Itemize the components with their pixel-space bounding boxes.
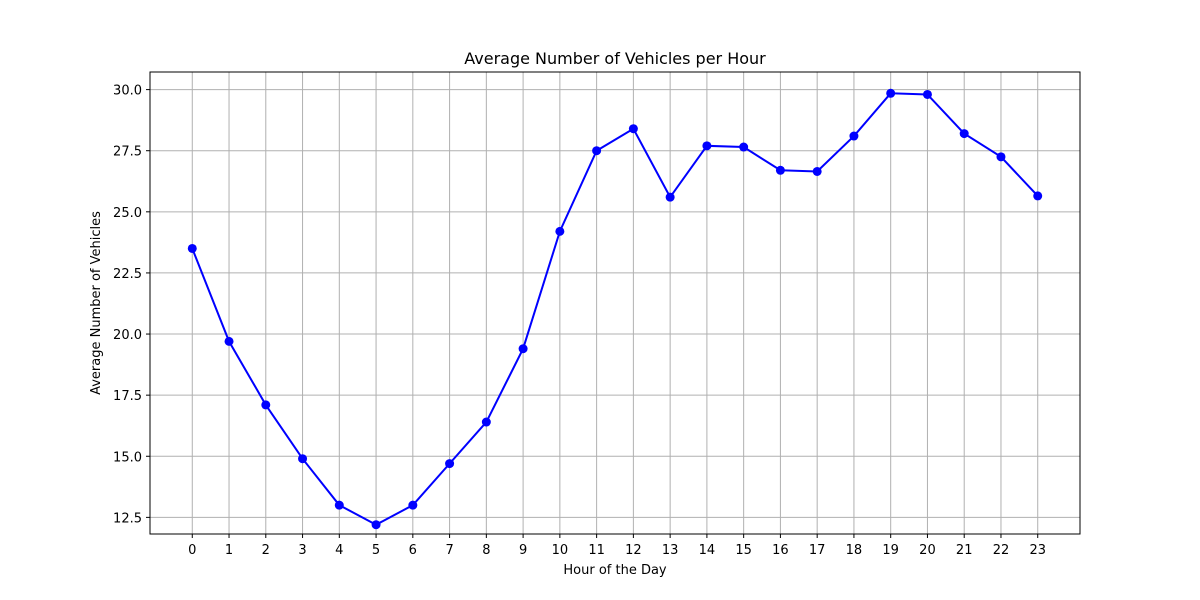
series-layer [187,88,1043,530]
data-point [334,500,344,510]
data-point [1033,191,1043,201]
x-tick-label: 4 [335,543,343,558]
data-point [922,89,932,99]
data-point [775,165,785,175]
data-point [298,454,308,464]
x-tick-label: 14 [699,543,716,558]
plot-frame [149,71,1081,535]
x-tick-label: 9 [519,543,527,558]
x-tick-label: 23 [1029,543,1046,558]
data-point [224,336,234,346]
data-point [592,146,602,156]
y-tick-label: 17.5 [113,389,142,404]
data-point [261,400,271,410]
data-point [187,243,197,253]
data-point [665,192,675,202]
data-point [445,459,455,469]
x-tick-label: 10 [552,543,569,558]
x-tick-label: 17 [809,543,826,558]
data-point [959,129,969,139]
x-tick-label: 11 [588,543,605,558]
data-point [481,417,491,427]
grid-layer [150,72,1080,534]
y-tick-label: 25.0 [113,206,142,221]
x-tick-label: 18 [846,543,863,558]
x-tick-label: 0 [188,543,196,558]
x-axis-label: Hour of the Day [563,563,667,578]
data-point [628,124,638,134]
x-tick-label: 7 [445,543,453,558]
data-point [408,500,418,510]
x-tick-label: 6 [409,543,417,558]
x-tick-label: 3 [298,543,306,558]
data-point [886,88,896,98]
x-tick-label: 21 [956,543,973,558]
data-point [849,131,859,141]
x-tick-label: 5 [372,543,380,558]
y-tick-label: 22.5 [113,267,142,282]
y-axis-label: Average Number of Vehicles [89,211,104,395]
data-point [996,152,1006,162]
y-tick-label: 15.0 [113,450,142,465]
data-point [518,344,528,354]
x-tick-label: 16 [772,543,789,558]
x-tick-label: 8 [482,543,490,558]
data-point [371,520,381,530]
x-tick-label: 1 [225,543,233,558]
x-tick-label: 13 [662,543,679,558]
y-tick-label: 27.5 [113,145,142,160]
x-tick-label: 12 [625,543,642,558]
x-tick-label: 20 [919,543,936,558]
x-tick-label: 2 [262,543,270,558]
ticks-layer: 0 1 2 3 4 5 6 7 8 9 10 11 12 13 14 15 16 17 18 19 20 21 22 2312… [113,84,1046,558]
data-point [702,141,712,151]
chart-title: Average Number of Vehicles per Hour [464,49,766,68]
y-tick-label: 20.0 [113,328,142,343]
data-point [739,142,749,152]
series-line [191,92,1039,526]
y-tick-label: 30.0 [113,84,142,99]
x-tick-label: 19 [882,543,899,558]
data-point [555,226,565,236]
y-tick-label: 12.5 [113,511,142,526]
x-tick-label: 15 [735,543,752,558]
data-point [812,166,822,176]
x-tick-label: 22 [993,543,1010,558]
